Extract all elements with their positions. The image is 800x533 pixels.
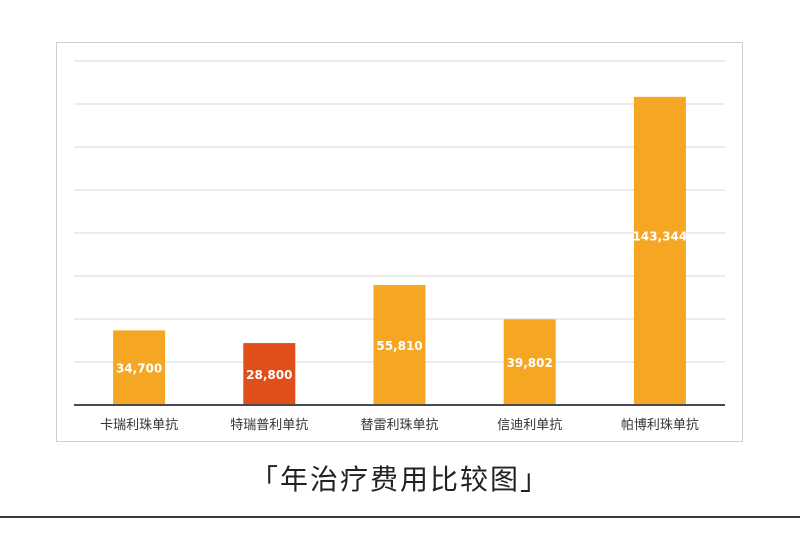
x-tick-label-3: 替雷利珠单抗 — [360, 418, 438, 433]
data-label-1: 34,700 — [116, 362, 162, 376]
bar-5 — [633, 96, 686, 406]
label-layer: 34,700 28,800 55,810 39,802 143,344 — [116, 229, 687, 382]
bar-4 — [503, 319, 556, 405]
x-tick-label-4: 信迪利单抗 — [497, 418, 562, 433]
grid-layer — [74, 60, 725, 363]
data-label-3: 55,810 — [376, 339, 422, 353]
bar-2 — [243, 343, 296, 405]
data-label-5: 143,344 — [633, 229, 688, 243]
bar-layer — [113, 96, 686, 406]
data-label-2: 28,800 — [246, 368, 292, 382]
x-tick-label-5: 帕博利珠单抗 — [621, 418, 699, 433]
tick-layer: 卡瑞利珠单抗 特瑞普利单抗 替雷利珠单抗 信迪利单抗 帕博利珠单抗 — [100, 418, 699, 433]
x-tick-label-2: 特瑞普利单抗 — [230, 418, 308, 433]
chart-caption: 「年治疗费用比较图」 — [249, 463, 550, 496]
x-tick-label-1: 卡瑞利珠单抗 — [100, 418, 178, 433]
bottom-divider — [0, 516, 800, 518]
data-label-4: 39,802 — [507, 356, 553, 370]
bar-1 — [113, 330, 166, 405]
bar-3 — [373, 285, 426, 405]
